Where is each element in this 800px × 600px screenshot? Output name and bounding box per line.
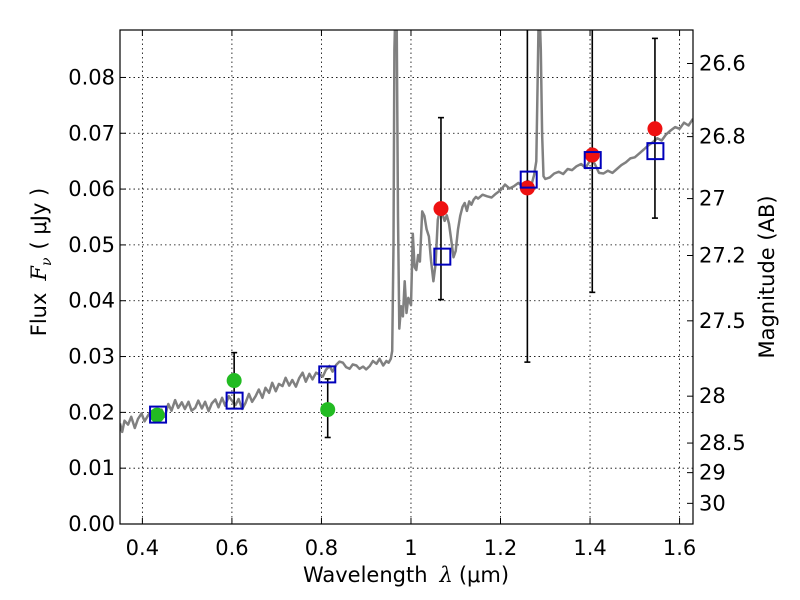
observed-flux-point: [433, 201, 449, 217]
magnitude-tick-label: 28.5: [699, 431, 746, 455]
magnitude-tick-label: 28: [699, 384, 726, 408]
model-flux-marker: [583, 151, 602, 170]
model-flux-marker: [318, 365, 337, 384]
y-tick-label: 0.08: [68, 65, 115, 89]
observed-flux-point: [320, 402, 336, 418]
axis-ticks: 0.4 0.6 0.8 1 1.2 1.4 1.6 0.00 0.01 0.02 0.03 0.04 0…: [68, 30, 746, 560]
magnitude-tick-label: 30: [699, 491, 726, 515]
y-tick-label: 0.05: [68, 233, 115, 257]
magnitude-tick-label: 27.5: [699, 309, 746, 333]
y-tick-label: 0.07: [68, 121, 115, 145]
y-tick-label: 0.01: [68, 456, 115, 480]
x-tick-label: 1.4: [573, 536, 606, 560]
plot-frame: [119, 29, 694, 525]
magnitude-tick-label: 27.2: [699, 244, 746, 268]
y-tick-label: 0.02: [68, 400, 115, 424]
plot-area: [120, 30, 693, 439]
model-flux-marker: [646, 142, 665, 161]
y-tick-label: 0.00: [68, 512, 115, 536]
observed-flux-point: [226, 373, 242, 389]
y-axis-label-right: Magnitude (AB): [755, 195, 779, 358]
observed-flux-point: [647, 121, 663, 137]
magnitude-tick-label: 29: [699, 461, 726, 485]
x-tick-label: 1: [404, 536, 417, 560]
magnitude-tick-label: 27: [699, 187, 726, 211]
x-tick-label: 0.6: [215, 536, 248, 560]
x-tick-label: 1.2: [484, 536, 517, 560]
x-tick-label: 0.4: [126, 536, 159, 560]
magnitude-tick-label: 26.6: [699, 51, 746, 75]
model-spectrum-line: [120, 30, 693, 434]
model-flux-marker: [149, 405, 168, 424]
model-flux-marker: [433, 247, 452, 266]
model-flux-marker: [519, 170, 538, 189]
x-tick-label: 1.6: [663, 536, 696, 560]
y-axis-label-left: FluxFν( μJy ): [27, 188, 55, 336]
x-tick-label: 0.8: [305, 536, 338, 560]
observed-flux-point: [149, 407, 165, 423]
model-flux-marker: [225, 391, 244, 410]
y-tick-label: 0.04: [68, 289, 115, 313]
y-tick-label: 0.03: [68, 345, 115, 369]
x-axis-label: Wavelength λ (μm): [303, 563, 509, 587]
data-markers: [149, 121, 665, 424]
observed-flux-point: [584, 147, 600, 163]
magnitude-tick-label: 26.8: [699, 125, 746, 149]
y-tick-label: 0.06: [68, 177, 115, 201]
